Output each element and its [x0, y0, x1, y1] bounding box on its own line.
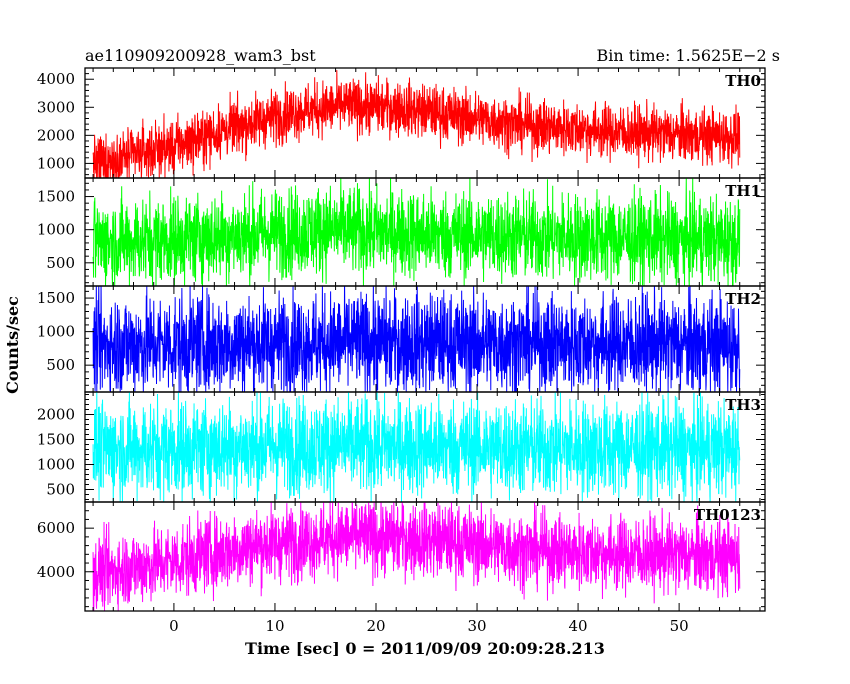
y-tick-label: 1000 — [37, 154, 75, 172]
panel-label: TH1 — [725, 182, 761, 200]
panel-label: TH0 — [725, 72, 761, 90]
panel-th3: 500 1000 1500 2000 TH3 — [37, 391, 766, 503]
x-tick-label: 40 — [569, 617, 588, 635]
panel-label: TH2 — [725, 290, 761, 308]
x-tick-label: 20 — [366, 617, 385, 635]
series-th0 — [92, 70, 741, 178]
y-tick-label: 1000 — [37, 221, 75, 239]
y-tick-label: 1500 — [37, 188, 75, 206]
panel-th0123: 4000 6000 TH0123 — [37, 501, 766, 612]
series-th3 — [92, 392, 741, 502]
y-axis-label: Counts/sec — [3, 296, 22, 394]
y-tick-label: 500 — [46, 254, 75, 272]
panel-frame — [84, 501, 766, 612]
x-tick-label: 10 — [265, 617, 284, 635]
y-tick-label: 1500 — [37, 289, 75, 307]
x-tick-label: 30 — [467, 617, 486, 635]
y-tick-label: 1000 — [37, 323, 75, 341]
series-th2 — [92, 286, 741, 392]
panel-th2: 500 1000 1500 TH2 — [37, 285, 766, 393]
panel-label: TH3 — [725, 396, 761, 414]
x-axis-label: Time [sec] 0 = 2011/09/09 20:09:28.213 — [245, 639, 605, 658]
x-tick-label: 0 — [169, 617, 179, 635]
y-tick-label: 2000 — [37, 126, 75, 144]
panel-th1: 500 1000 1500 TH1 — [37, 177, 766, 287]
x-tick-label: 50 — [670, 617, 689, 635]
y-tick-label: 3000 — [37, 98, 75, 116]
y-tick-label: 500 — [46, 481, 75, 499]
series-th1 — [92, 178, 741, 286]
series-th0123 — [92, 502, 741, 611]
panel-th0: 1000 2000 3000 4000 TH0 — [37, 67, 766, 179]
y-tick-label: 500 — [46, 356, 75, 374]
y-tick-label: 6000 — [37, 519, 75, 537]
y-tick-label: 4000 — [37, 70, 75, 88]
y-tick-label: 1000 — [37, 456, 75, 474]
panel-label: TH0123 — [694, 506, 761, 524]
chart-title: ae110909200928_wam3_bst — [85, 46, 316, 65]
y-tick-label: 1500 — [37, 431, 75, 449]
y-tick-label: 4000 — [37, 563, 75, 581]
y-tick-label: 2000 — [37, 406, 75, 424]
chart-subtitle: Bin time: 1.5625E−2 s — [597, 46, 780, 65]
